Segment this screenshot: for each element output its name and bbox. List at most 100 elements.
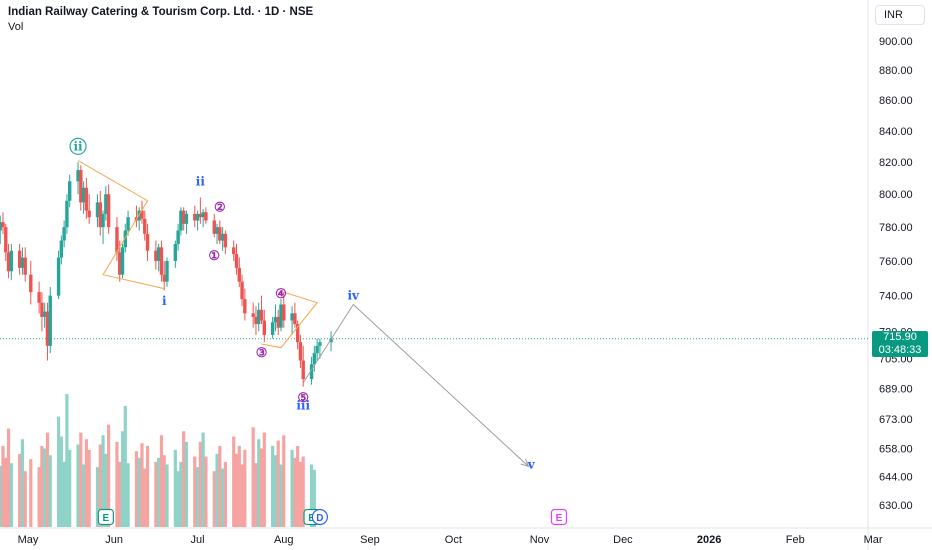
candle <box>84 178 89 219</box>
candle-body <box>162 274 166 282</box>
volume-bar <box>76 444 80 527</box>
volume-bar <box>134 451 139 527</box>
time-tick-label: Aug <box>274 534 294 546</box>
volume-bar <box>154 461 158 527</box>
candle-body <box>140 210 144 219</box>
event-marker-label: E <box>103 513 110 524</box>
volume-bar <box>282 435 286 527</box>
candle <box>218 220 222 244</box>
candle <box>173 240 178 268</box>
volume-bar <box>0 465 2 527</box>
candle <box>42 302 47 328</box>
volume-bar <box>79 432 83 527</box>
volume-bar <box>184 441 189 527</box>
last-price-value: 715.90 <box>883 331 917 343</box>
symbol-title[interactable]: Indian Railway Catering & Tourism Corp. … <box>8 6 314 18</box>
candle-body <box>95 202 100 218</box>
candle-body <box>37 292 41 303</box>
candle <box>159 240 164 282</box>
time-tick-label: Dec <box>613 534 633 546</box>
volume-bar <box>176 471 180 527</box>
volume-bar <box>98 444 102 527</box>
candle-body <box>115 227 119 253</box>
volume-bar <box>165 464 169 527</box>
candle <box>120 243 125 279</box>
candle-body <box>176 230 180 244</box>
candle-body <box>156 247 161 261</box>
candle <box>298 334 303 368</box>
volume-bar <box>279 464 283 527</box>
candle <box>293 302 297 328</box>
candle <box>40 292 44 332</box>
volume-bar <box>251 427 255 527</box>
price-tick-label: 860.00 <box>879 95 913 107</box>
time-tick-label: Feb <box>786 534 805 546</box>
candle <box>201 208 205 228</box>
volume-bar <box>218 445 222 527</box>
earnings-marker <box>550 508 568 526</box>
candle <box>198 197 203 224</box>
volume-bar <box>40 445 44 527</box>
price-tick-label: 760.00 <box>879 256 913 268</box>
candle-body <box>42 311 47 317</box>
price-tick-label: 644.00 <box>879 471 913 483</box>
bar-countdown: 03:48:33 <box>878 344 922 356</box>
volume-indicator-label[interactable]: Vol <box>8 21 24 33</box>
price-tick-label: 780.00 <box>879 222 913 234</box>
volume-bar <box>257 439 261 527</box>
candle-body <box>120 247 125 275</box>
event-marker-label: E <box>556 513 563 524</box>
wave-label: ④ <box>275 287 287 302</box>
price-tick-label: 630.00 <box>879 500 913 512</box>
candle <box>309 356 314 385</box>
event-marker-label: E <box>308 513 315 524</box>
candle-body <box>173 243 178 261</box>
candle-body <box>126 217 130 231</box>
volume-bar <box>43 448 47 527</box>
candle <box>312 345 317 372</box>
volume-bar <box>45 432 50 527</box>
volume-bar <box>126 463 130 527</box>
candle-body <box>87 210 91 218</box>
volume-bar <box>204 456 208 527</box>
time-tick-label: Nov <box>530 534 550 546</box>
candle-body <box>309 364 314 380</box>
volume-bar <box>59 436 63 527</box>
candle-body <box>145 233 150 251</box>
candle <box>9 243 14 280</box>
candle-body <box>45 311 50 346</box>
candle <box>154 240 158 270</box>
candle <box>68 174 72 208</box>
volume-bar <box>193 456 197 527</box>
volume-bar <box>6 428 11 527</box>
wave-label-circle <box>69 137 87 155</box>
volume-bar <box>162 455 166 527</box>
candle-body <box>220 233 225 241</box>
wave-label: ⑤ <box>297 391 309 406</box>
candle <box>243 288 247 321</box>
wave-label: ③ <box>256 346 268 361</box>
volume-bar <box>296 445 300 527</box>
candle-body <box>257 309 261 325</box>
candle-body <box>106 194 111 228</box>
volume-bar <box>276 440 280 527</box>
candle-body <box>318 342 322 346</box>
volume-bar <box>9 463 13 527</box>
volume-bar <box>259 448 264 527</box>
candle-body <box>98 202 102 228</box>
volume-bar <box>95 467 100 527</box>
volume-bars <box>0 394 316 527</box>
currency-button[interactable]: INR <box>875 5 925 25</box>
volume-bar <box>159 435 164 527</box>
volume-bar <box>173 449 177 527</box>
volume-bar <box>82 464 86 527</box>
event-marker-label: D <box>316 513 323 524</box>
volume-bar <box>65 394 69 527</box>
volume-bar <box>198 441 202 527</box>
candle <box>65 194 69 234</box>
candle <box>181 207 186 231</box>
volume-bar <box>143 468 147 527</box>
price-tick-label: 820.00 <box>879 157 913 169</box>
candle-body <box>273 316 278 323</box>
